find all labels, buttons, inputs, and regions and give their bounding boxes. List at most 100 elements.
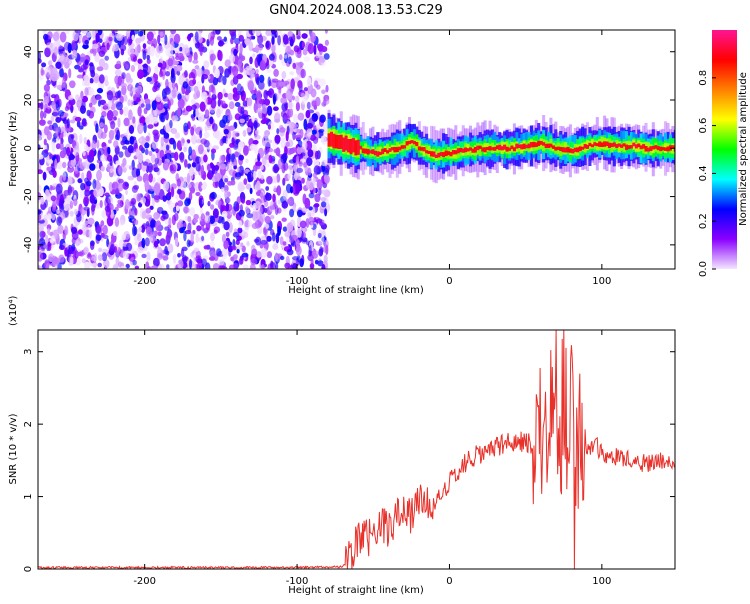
heatmap-cell [217, 99, 221, 107]
heatmap-cell [639, 145, 643, 150]
heatmap-cell [122, 250, 129, 260]
heatmap-cell [364, 148, 368, 154]
heatmap-cell [147, 162, 153, 173]
heatmap-cell [127, 57, 132, 62]
heatmap-cell [383, 148, 387, 152]
heatmap-cell [232, 131, 237, 139]
heatmap-cell [318, 128, 325, 133]
heatmap-cell [265, 192, 272, 201]
heatmap-cell [381, 148, 385, 155]
heatmap-cell [288, 107, 294, 118]
heatmap-cell [88, 110, 95, 119]
heatmap-cell [299, 220, 307, 229]
heatmap-cell [245, 183, 252, 190]
heatmap-cell [100, 220, 105, 227]
heatmap-cell [271, 44, 276, 54]
heatmap-cell [256, 90, 262, 101]
heatmap-cell [64, 247, 69, 257]
heatmap-cell [292, 256, 299, 261]
heatmap-cell [56, 84, 64, 91]
colorbar-tick-label: 0.2 [698, 213, 709, 229]
heatmap-cell [321, 159, 328, 167]
heatmap-cell [180, 226, 185, 234]
heatmap-cell [141, 253, 147, 259]
heatmap-cell [181, 138, 185, 144]
heatmap-cell [149, 219, 157, 228]
heatmap-cell [218, 50, 223, 62]
heatmap-cell [243, 178, 248, 186]
heatmap-cell [612, 142, 616, 147]
heatmap-cell [101, 252, 108, 262]
heatmap-cell [193, 213, 199, 220]
heatmap-cell [302, 48, 308, 56]
heatmap-cell [184, 159, 188, 168]
heatmap-cell [315, 218, 323, 224]
heatmap-cell [233, 253, 239, 260]
heatmap-cell [203, 245, 209, 250]
heatmap-cell [287, 165, 294, 170]
heatmap-cell [239, 43, 243, 55]
heatmap-cell [274, 112, 281, 123]
heatmap-cell [542, 142, 546, 146]
heatmap-cell [105, 208, 112, 218]
heatmap-cell [451, 150, 455, 155]
heatmap-cell [103, 102, 108, 110]
heatmap-cell [216, 194, 222, 201]
heatmap-cell [564, 147, 568, 153]
heatmap-cell [266, 175, 273, 185]
heatmap-cell [288, 159, 296, 164]
heatmap-cell [142, 49, 147, 61]
heatmap-cell [117, 182, 124, 192]
heatmap-cell [276, 173, 281, 183]
heatmap-cell [283, 162, 289, 171]
heatmap-cell [176, 70, 181, 76]
heatmap-cell [444, 150, 448, 156]
heatmap-cell [265, 40, 270, 49]
heatmap-cell [212, 123, 218, 132]
heatmap-cell [104, 80, 109, 87]
heatmap-cell [547, 143, 551, 149]
heatmap-cell [273, 202, 277, 208]
x-tick-label: 0 [446, 576, 452, 587]
heatmap-cell [164, 34, 168, 46]
heatmap-cell [270, 215, 275, 220]
heatmap-cell [167, 99, 171, 110]
colorbar-tick-label: 0.4 [698, 165, 709, 181]
heatmap-cell [127, 36, 132, 46]
heatmap-cell [212, 208, 219, 219]
heatmap-cell [230, 179, 236, 186]
heatmap-cell [151, 100, 157, 111]
heatmap-cell [265, 146, 270, 154]
heatmap-cell [165, 149, 172, 156]
heatmap-cell [170, 41, 175, 51]
heatmap-cell [252, 53, 256, 58]
heatmap-cell [337, 135, 341, 150]
heatmap-cell [598, 141, 602, 147]
heatmap-cell [209, 116, 214, 125]
heatmap-cell [386, 144, 390, 157]
heatmap-cell [58, 53, 65, 62]
heatmap-cell [223, 240, 229, 250]
heatmap-cell [120, 48, 125, 56]
heatmap-cell [600, 142, 604, 147]
heatmap-cell [106, 154, 113, 162]
heatmap-cell [289, 38, 294, 47]
heatmap-cell [586, 144, 590, 149]
heatmap-cell [169, 164, 177, 174]
heatmap-cell [225, 203, 230, 212]
heatmap-cell [321, 189, 326, 195]
heatmap-cell [314, 259, 319, 265]
heatmap-cell [254, 134, 261, 140]
heatmap-cell [222, 247, 229, 257]
heatmap-cell [74, 30, 82, 34]
heatmap-cell [508, 147, 512, 151]
heatmap-cell [136, 193, 141, 202]
heatmap-cell [74, 116, 82, 122]
heatmap-cell [144, 148, 149, 156]
heatmap-cell [106, 42, 110, 51]
heatmap-cell [100, 131, 107, 139]
heatmap-cell [297, 112, 305, 121]
heatmap-cell [227, 93, 234, 100]
y-tick-label: -40 [23, 237, 34, 253]
